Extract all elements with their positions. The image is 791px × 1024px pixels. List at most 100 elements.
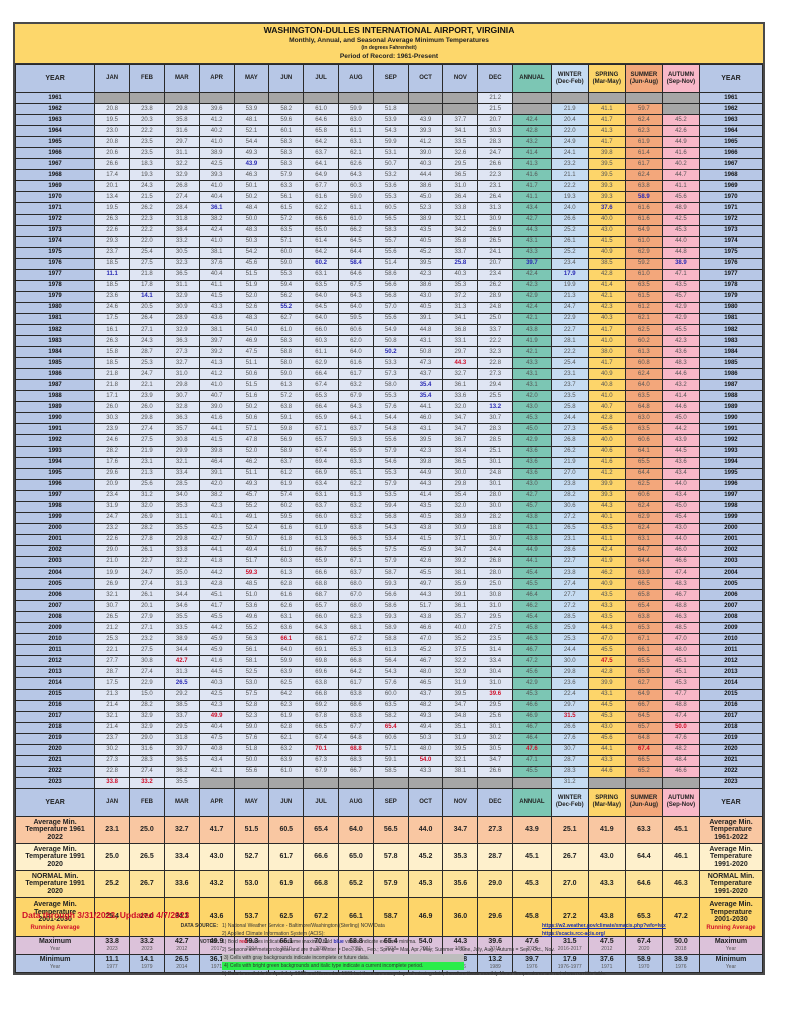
- value-cell: 40.4: [198, 721, 235, 734]
- value-cell: 59.4: [372, 500, 409, 513]
- column-header-row: YEAR JAN FEB MAR APR MAY JUN JUL AUG SEP OCT NOV DEC…: [14, 64, 764, 93]
- minimum-temp: 37.6: [600, 956, 614, 964]
- value-cell: 52.8: [233, 699, 270, 712]
- year-cell-right: 1978: [698, 279, 764, 292]
- value-cell: 28.6: [550, 544, 589, 557]
- value-cell: 32.1: [94, 589, 131, 602]
- value-cell: 23.1: [477, 180, 514, 193]
- value-cell: 54.9: [372, 323, 409, 337]
- value-cell: 66.0: [303, 511, 339, 524]
- value-cell: 56.6: [372, 589, 409, 602]
- value-cell: 43.0: [512, 401, 552, 414]
- value-cell: 42.8: [587, 666, 626, 679]
- value-cell: 52.3: [233, 710, 270, 723]
- value-cell: 18.5: [94, 257, 131, 270]
- value-cell: 64.4: [338, 246, 374, 259]
- value-cell: 27.4: [129, 423, 165, 436]
- value-cell: 32.7: [163, 357, 200, 370]
- value-cell: 24.4: [550, 644, 589, 657]
- minimum-value: 17.9 1976-1977: [550, 953, 589, 973]
- value-cell: 50.6: [233, 368, 270, 381]
- value-cell: 33.4: [477, 655, 514, 668]
- value-cell: 44.3: [442, 357, 479, 370]
- value-cell: 23.7: [94, 732, 131, 745]
- value-cell: 22.3: [477, 169, 514, 182]
- value-cell: 41.6: [587, 456, 626, 469]
- value-cell: 61.7: [624, 158, 663, 171]
- year-cell: 2020: [14, 743, 96, 756]
- header-jan: JAN: [94, 64, 131, 93]
- value-cell: 31.2: [550, 776, 589, 789]
- value-cell: 30.4: [477, 666, 514, 679]
- table-row: 1963 19.5 20.3 35.8 41.2 48.1 59.6 64.6 63.0 53.9…: [14, 114, 764, 127]
- value-cell: 32.9: [163, 323, 200, 337]
- minimum-temp: 13.2: [488, 956, 503, 964]
- maximum-value: 42.7 2012: [163, 935, 200, 955]
- value-cell: 39.8: [198, 445, 235, 458]
- value-cell: 29.5: [477, 611, 514, 624]
- value-cell: 50.1: [233, 180, 270, 193]
- value-cell: 63.8: [338, 710, 374, 723]
- value-cell: 25.6: [129, 478, 165, 491]
- value-cell: 20.6: [94, 147, 131, 160]
- year-cell: 1973: [14, 224, 96, 237]
- source-2-link[interactable]: https://scacis.rcc-acis.org/: [542, 931, 606, 937]
- value-cell: 29.0: [129, 732, 165, 745]
- summary-value: 64.4: [624, 842, 663, 871]
- value-cell: 42.1: [198, 765, 235, 778]
- value-cell: 43.8: [512, 533, 552, 546]
- value-cell: 57.5: [233, 688, 270, 701]
- value-cell: 65.7: [624, 721, 663, 734]
- value-cell: 32.0: [129, 500, 165, 513]
- summary-value: 27.0: [129, 896, 165, 937]
- maximum-value: 68.8 2020: [338, 935, 374, 955]
- value-cell: 46.3: [661, 611, 700, 624]
- value-cell: 47.6: [512, 743, 552, 756]
- header-jul: JUL: [303, 787, 339, 817]
- value-cell: 21.2: [94, 622, 131, 635]
- year-cell: 2003: [14, 555, 96, 569]
- value-cell: 62.4: [624, 368, 663, 381]
- value-cell: 45.7: [233, 489, 270, 502]
- notes-label: NOTES:: [199, 939, 218, 945]
- value-cell: 58.2: [268, 103, 305, 116]
- value-cell: 45.5: [661, 323, 700, 337]
- year-cell-right: 1997: [698, 489, 764, 502]
- value-cell: 38.9: [198, 147, 235, 160]
- value-cell: 19.5: [94, 114, 131, 127]
- value-cell: 48.4: [661, 754, 700, 767]
- value-cell: 41.1: [198, 279, 235, 292]
- value-cell: 42.7: [163, 655, 200, 668]
- year-cell: 2007: [14, 600, 96, 613]
- value-cell: 39.3: [587, 191, 626, 204]
- maximum-temp: 33.8: [105, 938, 119, 946]
- table-row: 2008 26.5 27.9 35.5 45.5 49.6 63.1 66.0 62.3 59.3…: [14, 611, 764, 624]
- value-cell: 61.0: [268, 765, 305, 778]
- summary-row: Average Min. Temperature 1961 2022 23.1 25.0…: [14, 815, 764, 844]
- value-cell: 34.0: [163, 489, 200, 502]
- value-cell: 43.8: [512, 511, 552, 524]
- value-cell: 63.1: [624, 533, 663, 546]
- value-cell: 63.1: [338, 136, 374, 149]
- value-cell: 45.8: [512, 622, 552, 635]
- value-cell: 41.2: [587, 467, 626, 480]
- value-cell: 57.6: [372, 677, 409, 690]
- source-1-link[interactable]: https://w2.weather.gov/climate/xmacis.ph…: [542, 923, 666, 929]
- value-cell: 62.4: [624, 522, 663, 535]
- value-cell: 34.4: [163, 644, 200, 657]
- header-oct: OCT: [407, 787, 444, 817]
- value-cell: 45.3: [512, 412, 552, 425]
- value-cell: 63.7: [303, 147, 339, 160]
- value-cell: 22.1: [129, 379, 165, 392]
- year-cell-right: 2018: [698, 721, 764, 734]
- value-cell: 48.1: [233, 114, 270, 127]
- minimum-temp: 11.1: [105, 956, 119, 964]
- year-cell-right: 1988: [698, 390, 764, 403]
- value-cell: 31.8: [163, 213, 200, 226]
- value-cell: 27.3: [550, 423, 589, 436]
- value-cell: 44.5: [198, 666, 235, 679]
- value-cell: 40.0: [587, 434, 626, 447]
- year-cell-right: 1967: [698, 158, 764, 171]
- value-cell: 60.1: [268, 125, 305, 138]
- summary-label: NORMAL Min. Temperature 1991 2020: [14, 869, 96, 898]
